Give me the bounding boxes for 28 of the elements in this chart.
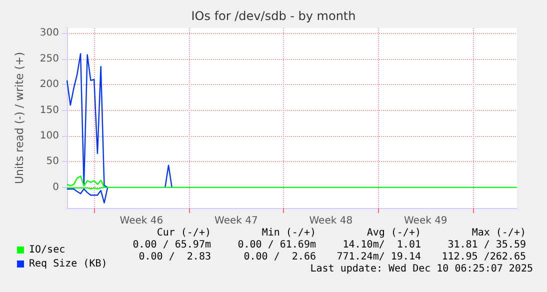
text: 112.95 /262.65: [442, 252, 526, 262]
text: 771.24m/ 19.14: [336, 252, 421, 262]
text: Last update: Wed Dec 10 06:25:07 2025: [310, 264, 533, 274]
text: Min (-/+): [262, 228, 316, 238]
x-tick-label: Week 47: [214, 216, 258, 226]
text: 14.10m/ 1.01: [342, 240, 421, 250]
x-tick-label: Week 48: [309, 216, 353, 226]
y-tick-label: 200: [40, 79, 59, 90]
x-tick-label: Week 46: [120, 216, 164, 226]
text: Avg (-/+): [366, 228, 421, 238]
text: 0.00 / 2.66: [244, 252, 316, 262]
legend-label: IO/sec: [29, 244, 66, 256]
text: Max (-/+): [472, 228, 526, 238]
legend-label: Req Size (KB): [29, 258, 108, 270]
y-tick-label: 250: [40, 53, 59, 64]
y-tick-label: 50: [46, 156, 59, 168]
y-axis-title: Units read (-) / write (+): [13, 52, 26, 184]
y-tick-label: 150: [40, 104, 59, 116]
y-tick-label: 300: [40, 28, 59, 39]
text: Cur (-/+): [156, 228, 211, 238]
x-tick-label: Week 49: [404, 216, 448, 226]
y-tick-label: 100: [40, 130, 59, 142]
text: 0.00 / 2.83: [138, 252, 211, 262]
text: 0.00 / 61.69m: [238, 240, 316, 250]
text: 0.00 / 65.97m: [132, 240, 211, 250]
chart-title: IOs for /dev/sdb - by month: [191, 9, 356, 23]
y-tick-label: 0: [52, 182, 59, 193]
text: 31.81 / 35.59: [448, 240, 526, 250]
